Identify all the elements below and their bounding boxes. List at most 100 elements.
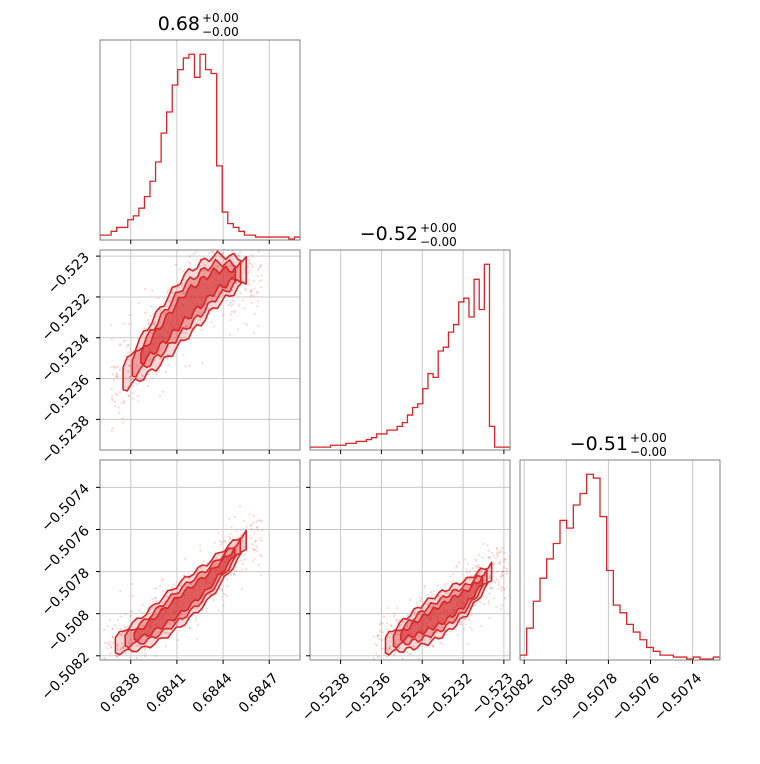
scatter-point — [396, 607, 399, 610]
y-tick-label: −0.523 — [45, 250, 93, 298]
scatter-point — [158, 349, 161, 352]
scatter-point — [110, 429, 114, 433]
scatter-point — [188, 626, 191, 629]
scatter-point — [170, 291, 174, 294]
scatter-point — [116, 375, 119, 379]
scatter-point — [103, 642, 106, 645]
scatter-point — [184, 331, 187, 334]
scatter-point — [245, 568, 248, 571]
scatter-point — [243, 558, 246, 561]
scatter-point — [173, 583, 176, 586]
scatter-point — [388, 635, 391, 639]
scatter-point — [418, 612, 421, 616]
scatter-point — [215, 563, 218, 566]
scatter-point — [176, 622, 179, 625]
scatter-point — [118, 411, 121, 414]
scatter-point — [142, 625, 145, 628]
scatter-point — [418, 636, 421, 639]
scatter-point — [143, 648, 146, 651]
scatter-point — [460, 623, 463, 626]
scatter-point — [397, 633, 400, 636]
scatter-point — [115, 375, 118, 378]
scatter-point — [109, 643, 112, 646]
scatter-point — [121, 646, 124, 649]
scatter-point — [229, 536, 232, 540]
scatter-point — [200, 329, 203, 332]
scatter-point — [151, 598, 154, 601]
scatter-point — [229, 304, 233, 307]
scatter-point — [113, 366, 116, 369]
scatter-point — [112, 379, 116, 382]
scatter-point — [118, 344, 121, 347]
scatter-point — [502, 560, 506, 563]
scatter-point — [167, 288, 170, 291]
scatter-point — [223, 539, 226, 542]
scatter-point — [440, 631, 443, 634]
scatter-point — [477, 572, 480, 575]
scatter-point — [141, 611, 144, 614]
scatter-point — [249, 290, 252, 294]
scatter-point — [114, 654, 117, 657]
scatter-point — [153, 322, 156, 325]
scatter-point — [209, 237, 211, 239]
scatter-point — [116, 393, 119, 396]
scatter-point — [110, 645, 113, 648]
scatter-point — [251, 265, 254, 269]
scatter-point — [388, 646, 391, 650]
scatter-point — [139, 624, 143, 627]
scatter-point — [138, 302, 141, 305]
scatter-point — [241, 562, 245, 565]
scatter-point — [386, 655, 389, 658]
scatter-point — [220, 541, 223, 544]
scatter-point — [431, 644, 434, 647]
scatter-point — [135, 657, 138, 660]
scatter-point — [127, 351, 130, 354]
scatter-point — [478, 571, 482, 575]
scatter-point — [107, 643, 110, 646]
scatter-point — [462, 628, 466, 631]
scatter-point — [119, 633, 122, 636]
scatter-point — [487, 556, 490, 559]
scatter-point — [476, 565, 479, 568]
scatter-point — [167, 621, 171, 624]
scatter-point — [184, 625, 187, 629]
panel-frame — [309, 249, 511, 451]
histogram-step — [520, 473, 720, 660]
scatter-point — [386, 606, 390, 610]
scatter-point — [141, 603, 144, 606]
scatter-point — [216, 264, 219, 268]
scatter-point — [381, 647, 384, 650]
scatter-point — [175, 623, 178, 627]
scatter-point — [227, 244, 229, 246]
scatter-point — [223, 592, 226, 596]
scatter-point — [218, 587, 222, 591]
scatter-point — [127, 641, 130, 645]
scatter-point — [241, 539, 245, 543]
scatter-point — [130, 610, 134, 613]
scatter-point — [119, 590, 122, 593]
scatter-point — [501, 586, 504, 589]
scatter-point — [121, 417, 124, 420]
scatter-point — [119, 647, 123, 650]
scatter-point — [418, 599, 421, 602]
scatter-point — [196, 570, 199, 573]
scatter-point — [377, 633, 380, 637]
scatter-point — [176, 638, 180, 642]
scatter-point — [251, 254, 254, 257]
scatter-point — [112, 365, 115, 368]
scatter-point — [257, 519, 260, 522]
scatter-point — [499, 551, 502, 554]
scatter-point — [478, 601, 482, 604]
title-sup-0: +0.00 — [202, 11, 239, 25]
scatter-point — [163, 631, 166, 634]
scatter-point — [237, 240, 239, 242]
scatter-point — [459, 609, 462, 612]
scatter-point — [102, 628, 106, 631]
title-sup-2: +0.00 — [630, 431, 667, 445]
scatter-point — [168, 287, 172, 290]
scatter-point — [495, 546, 498, 550]
scatter-point — [155, 587, 158, 590]
scatter-point — [248, 262, 251, 265]
scatter-point — [450, 581, 454, 584]
panel-frame — [99, 459, 301, 661]
